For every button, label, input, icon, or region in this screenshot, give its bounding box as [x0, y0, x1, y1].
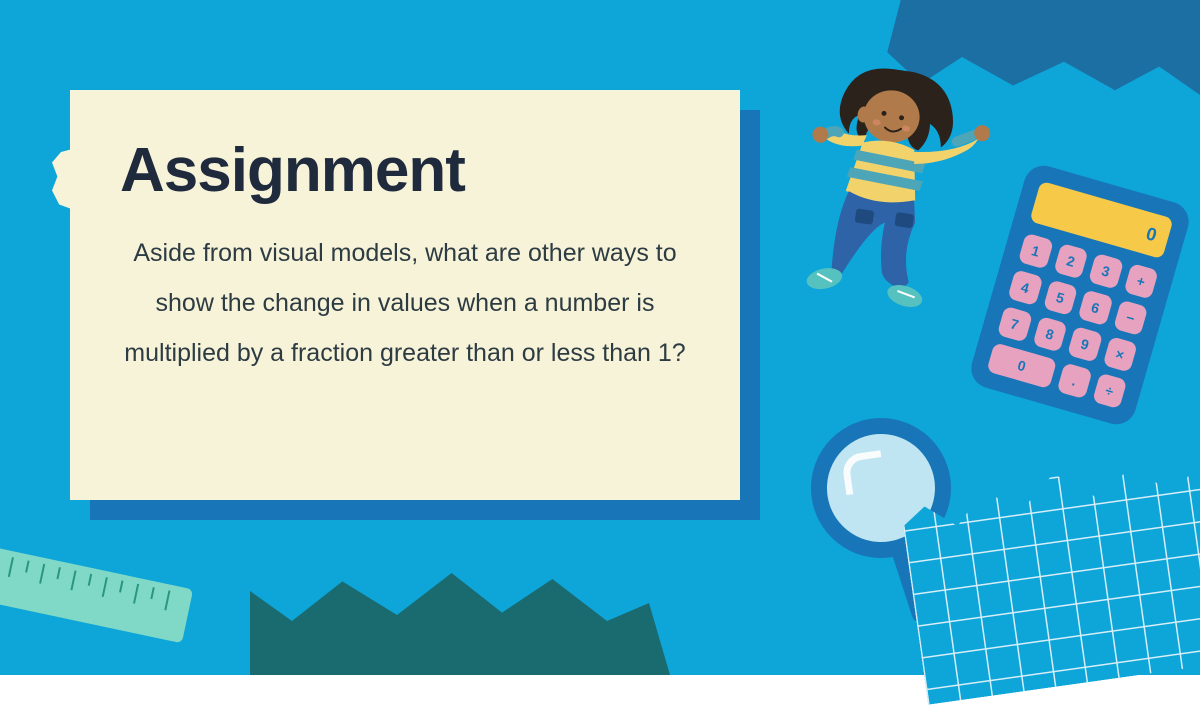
card-body-text: Aside from visual models, what are other…	[120, 228, 690, 378]
card-title: Assignment	[120, 135, 690, 206]
calc-key: 1	[1018, 233, 1054, 270]
calculator-keypad: 1 2 3 + 4 5 6 − 7 8 9 × 0 . ÷	[986, 233, 1158, 409]
calc-key: ÷	[1092, 372, 1128, 409]
calc-key: 2	[1053, 243, 1089, 280]
assignment-card: Assignment Aside from visual models, wha…	[70, 90, 740, 500]
calc-key: 7	[997, 306, 1033, 343]
calc-key: 9	[1067, 326, 1103, 363]
child-illustration	[761, 41, 1019, 359]
calc-key: .	[1057, 362, 1093, 399]
torn-paper-bottom	[250, 555, 670, 675]
calc-key: 4	[1007, 269, 1043, 306]
calc-key: −	[1113, 299, 1149, 336]
calc-key: ×	[1102, 336, 1138, 373]
calc-key: 6	[1078, 289, 1114, 326]
magnifier-glare	[841, 450, 886, 495]
ruler-illustration	[0, 542, 193, 644]
calc-key: +	[1123, 263, 1159, 300]
slide-canvas: Assignment Aside from visual models, wha…	[0, 0, 1200, 675]
calc-key: 0	[986, 342, 1057, 389]
calc-key: 5	[1042, 279, 1078, 316]
calc-key: 3	[1088, 253, 1124, 290]
calc-key: 8	[1032, 316, 1068, 353]
